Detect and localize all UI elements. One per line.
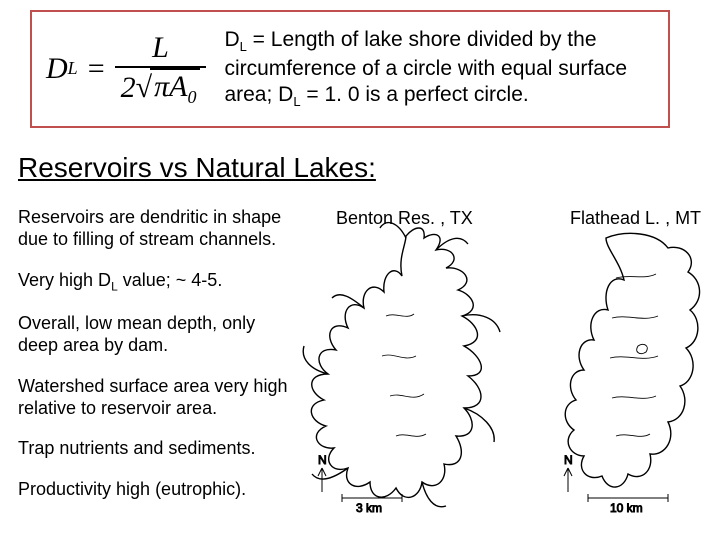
def-D-sub2: L (293, 94, 300, 109)
para-1: Reservoirs are dendritic in shape due to… (18, 206, 292, 251)
north-label-1: N (318, 453, 327, 467)
section-heading: Reservoirs vs Natural Lakes: (18, 152, 376, 184)
pi: π (154, 70, 169, 103)
para-6: Productivity high (eutrophic). (18, 478, 292, 500)
fraction: L 2√πA0 (115, 30, 207, 108)
den-A: A (169, 70, 187, 103)
def-rest2: = 1. 0 is a perfect circle. (301, 83, 529, 106)
sqrt: √πA0 (136, 68, 201, 108)
sqrt-body: πA0 (150, 68, 200, 108)
para-2: Very high DL value; ~ 4-5. (18, 269, 292, 294)
para-2-sub: L (111, 279, 118, 293)
def-D: D (224, 28, 239, 51)
flathead-lake-map: N 10 km (546, 218, 720, 530)
den-coeff: 2 (121, 71, 136, 104)
benton-reservoir-map: N 3 km (286, 216, 554, 528)
formula-definition: DL = Length of lake shore divided by the… (224, 27, 660, 110)
scale-label-2: 10 km (610, 501, 643, 515)
formula-var-D-sub: L (68, 58, 78, 79)
formula-var-D: D (46, 52, 68, 86)
para-2b: value; ~ 4-5. (118, 270, 223, 290)
denominator: 2√πA0 (115, 68, 207, 108)
equals-sign: = (88, 52, 105, 86)
para-4: Watershed surface area very high relativ… (18, 375, 292, 420)
para-2a: Very high D (18, 270, 111, 290)
formula-box: DL = L 2√πA0 DL = Length of lake shore d… (30, 10, 670, 128)
den-A-sub: 0 (187, 87, 196, 107)
def-D-sub: L (240, 40, 247, 55)
scale-label-1: 3 km (356, 501, 382, 515)
numerator: L (146, 30, 175, 66)
body-text: Reservoirs are dendritic in shape due to… (18, 206, 292, 518)
para-5: Trap nutrients and sediments. (18, 437, 292, 459)
para-3: Overall, low mean depth, only deep area … (18, 312, 292, 357)
north-label-2: N (564, 453, 573, 467)
shoreline-dev-formula: DL = L 2√πA0 (46, 30, 206, 108)
